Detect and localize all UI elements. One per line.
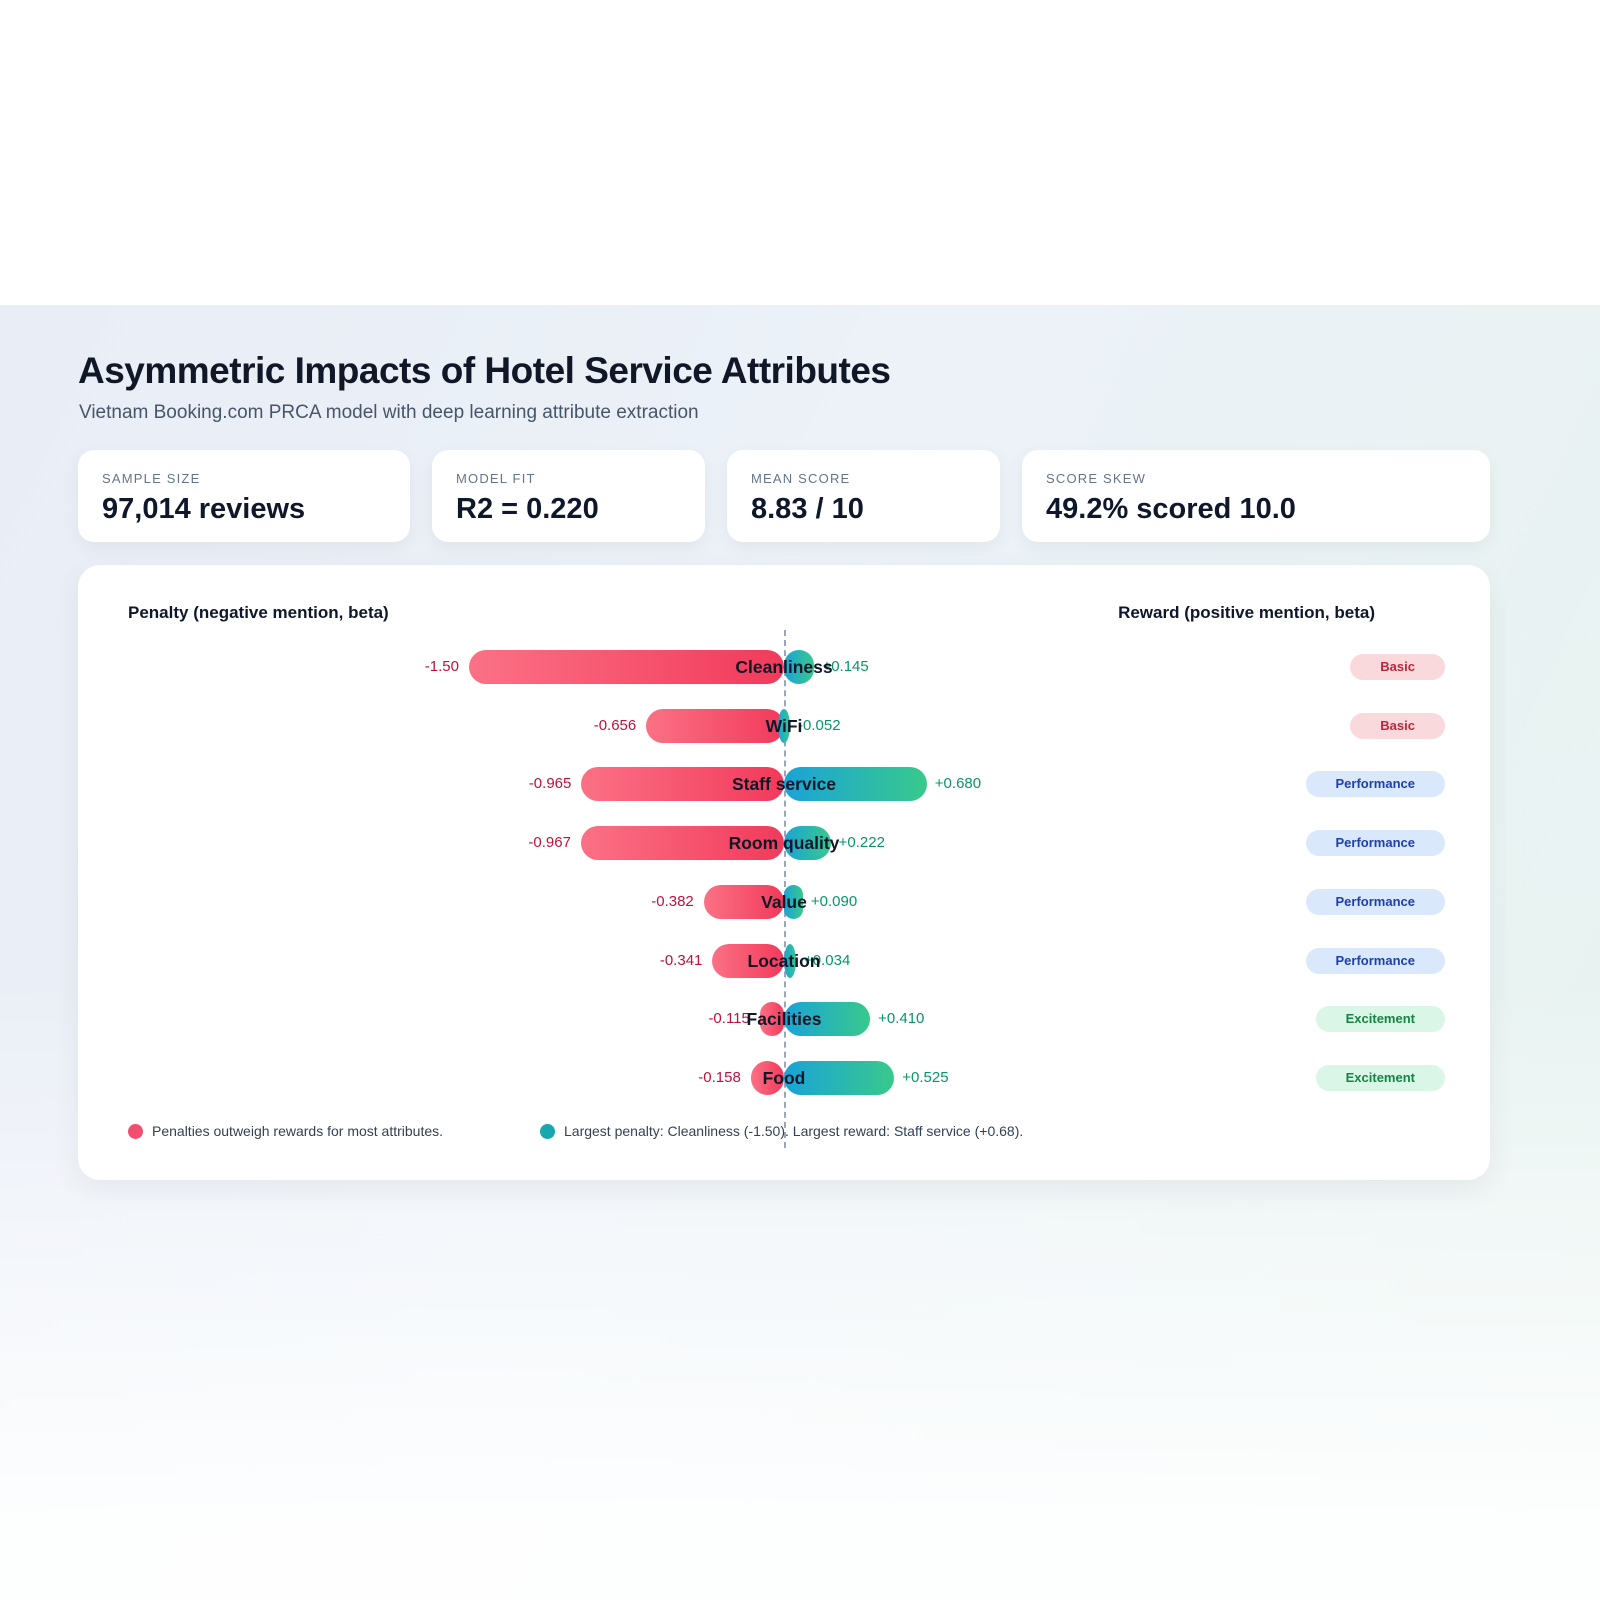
- penalty-bar: [712, 943, 784, 978]
- stat-card-model-fit: MODEL FIT R2 = 0.220: [432, 450, 705, 542]
- attribute-label: Value: [761, 891, 807, 912]
- category-badge-excitement: Excitement: [1315, 1064, 1445, 1091]
- penalty-bar: [581, 767, 784, 802]
- reward-axis-header: Reward (positive mention, beta): [1118, 603, 1375, 622]
- stats-row: SAMPLE SIZE 97,014 reviews MODEL FIT R2 …: [78, 450, 1490, 542]
- legend-text: Largest penalty: Cleanliness (-1.50). La…: [564, 1123, 1024, 1139]
- chart-row-staff-service: -0.965 +0.680 Staff service Performance: [78, 767, 1490, 802]
- stat-card-sample-size: SAMPLE SIZE 97,014 reviews: [78, 450, 410, 542]
- stat-label: SAMPLE SIZE: [102, 471, 201, 486]
- category-badge-performance: Performance: [1305, 771, 1445, 798]
- reward-value-label: +0.090: [810, 892, 858, 910]
- chart-row-cleanliness: -1.50 +0.145 Cleanliness Basic: [78, 650, 1490, 684]
- penalty-value-label: -0.341: [659, 951, 703, 969]
- category-badge-performance: Performance: [1305, 830, 1445, 857]
- stat-card-mean-score: MEAN SCORE 8.83 / 10: [727, 450, 1000, 542]
- chart-row-location: -0.341 +0.034 Location Performance: [78, 943, 1490, 978]
- stat-label: SCORE SKEW: [1046, 471, 1147, 486]
- category-badge-basic: Basic: [1350, 712, 1445, 739]
- penalty-value-label: -0.115: [708, 1010, 750, 1028]
- category-badge-performance: Performance: [1305, 888, 1445, 915]
- chart-row-facilities: -0.115 +0.410 Facilities Excitement: [78, 1002, 1490, 1037]
- chart-panel: Penalty (negative mention, beta) Reward …: [78, 565, 1490, 1180]
- chart-row-value: -0.382 +0.090 Value Performance: [78, 884, 1490, 919]
- page-title: Asymmetric Impacts of Hotel Service Attr…: [78, 350, 891, 391]
- reward-value-label: +0.525: [902, 1068, 949, 1086]
- stat-label: MEAN SCORE: [751, 471, 851, 486]
- reward-value-label: +0.410: [878, 1010, 925, 1028]
- reward-bar: [784, 884, 803, 919]
- stat-label: MODEL FIT: [456, 471, 536, 486]
- stat-value: 97,014 reviews: [102, 493, 306, 525]
- penalty-bar: [646, 708, 784, 743]
- category-badge-excitement: Excitement: [1315, 1006, 1445, 1033]
- category-badge-basic: Basic: [1350, 654, 1445, 680]
- reward-bar: [784, 1060, 895, 1095]
- stat-value: R2 = 0.220: [456, 493, 599, 525]
- attribute-label: Location: [747, 950, 821, 971]
- reward-bar: [778, 708, 790, 743]
- reward-bar: [784, 767, 927, 802]
- penalty-legend-dot-icon: [128, 1123, 143, 1139]
- penalty-bar: [750, 1060, 784, 1095]
- reward-value-label: +0.034: [804, 951, 851, 969]
- penalty-value-label: -0.965: [528, 775, 572, 793]
- reward-bar: [784, 650, 815, 684]
- legend-item-penalty: Penalties outweigh rewards for most attr…: [128, 1123, 443, 1139]
- chart-row-room-quality: -0.967 +0.222 Room quality Performance: [78, 826, 1490, 861]
- penalty-bar: [703, 884, 784, 919]
- reward-bar: [784, 1002, 871, 1037]
- penalty-value-label: -1.50: [424, 658, 459, 675]
- chart-row-food: -0.158 +0.525 Food Excitement: [78, 1060, 1490, 1095]
- penalty-bar: [759, 1002, 784, 1037]
- reward-value-label: +0.680: [934, 775, 982, 793]
- attribute-label: Food: [762, 1067, 806, 1088]
- chart-row-wifi: -0.656 -0.052 WiFi Basic: [78, 708, 1490, 743]
- stat-value: 8.83 / 10: [751, 493, 864, 525]
- legend-text: Penalties outweigh rewards for most attr…: [152, 1123, 444, 1139]
- stat-value: 49.2% scored 10.0: [1046, 493, 1296, 525]
- category-badge-performance: Performance: [1305, 947, 1445, 974]
- penalty-bar: [580, 826, 784, 861]
- attribute-label: Facilities: [746, 1009, 822, 1030]
- reward-legend-dot-icon: [540, 1123, 555, 1139]
- reward-bar: [784, 826, 831, 861]
- reward-bar: [784, 943, 796, 978]
- penalty-value-label: -0.382: [651, 892, 694, 910]
- penalty-bar: [469, 650, 784, 684]
- stat-card-score-skew: SCORE SKEW 49.2% scored 10.0: [1022, 450, 1490, 542]
- penalty-axis-header: Penalty (negative mention, beta): [128, 603, 389, 622]
- attribute-label: Room quality: [728, 833, 840, 854]
- attribute-label: WiFi: [765, 715, 803, 736]
- legend-item-reward: Largest penalty: Cleanliness (-1.50). La…: [540, 1123, 1023, 1139]
- penalty-value-label: -0.967: [528, 834, 571, 852]
- attribute-label: Cleanliness: [735, 657, 833, 677]
- chart-legend: Penalties outweigh rewards for most attr…: [78, 1123, 1490, 1145]
- page-subtitle: Vietnam Booking.com PRCA model with deep…: [79, 402, 699, 423]
- page-container: Asymmetric Impacts of Hotel Service Attr…: [78, 305, 1490, 1180]
- reward-value-label: +0.222: [838, 834, 885, 852]
- attribute-label: Staff service: [731, 774, 837, 795]
- reward-value-label: +0.145: [822, 658, 869, 675]
- penalty-value-label: -0.656: [593, 716, 637, 734]
- penalty-value-label: -0.158: [698, 1068, 741, 1086]
- reward-value-label: -0.052: [798, 716, 841, 734]
